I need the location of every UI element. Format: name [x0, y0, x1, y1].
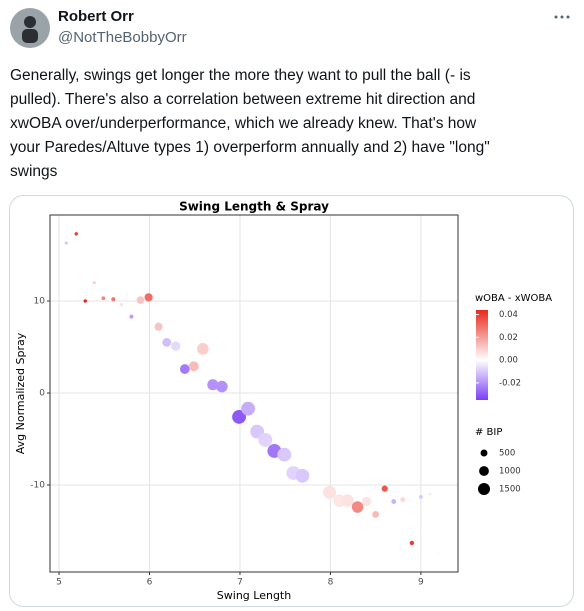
- y-tick-label: 10: [34, 297, 46, 307]
- point: [207, 379, 219, 391]
- text-line: pulled). There's also a correlation betw…: [10, 91, 476, 108]
- point: [111, 297, 116, 302]
- colorbar-label: -0.02: [499, 378, 521, 388]
- point: [361, 496, 372, 507]
- x-axis-label: Swing Length: [217, 589, 291, 602]
- point: [162, 338, 172, 347]
- point: [83, 299, 87, 303]
- point: [129, 314, 134, 319]
- point: [144, 293, 153, 302]
- size-label: 500: [499, 449, 515, 459]
- y-axis-label: Avg Normalized Spray: [14, 332, 27, 454]
- plot-panel: [50, 215, 458, 572]
- text-line: Generally, swings get longer the more th…: [10, 67, 471, 84]
- point: [277, 447, 292, 462]
- avatar[interactable]: [8, 6, 52, 50]
- point: [428, 492, 432, 496]
- chart-media[interactable]: Swing Length & Spray 5 6 7 8 9 -10 0 10 Swing Len…: [9, 195, 574, 608]
- x-tick-label: 6: [147, 578, 153, 588]
- colorbar-label: 0.00: [499, 356, 518, 366]
- x-tick-label: 7: [237, 578, 243, 588]
- point: [188, 361, 199, 372]
- colorbar: [476, 310, 488, 400]
- tweet-text: Generally, swings get longer the more th…: [10, 64, 490, 184]
- point: [372, 510, 380, 518]
- size-key: [479, 466, 489, 476]
- plot-border: [49, 214, 459, 573]
- point: [197, 343, 209, 355]
- size-label: 1000: [499, 467, 521, 477]
- point: [295, 468, 310, 483]
- point: [351, 501, 364, 513]
- point: [154, 322, 163, 331]
- point: [437, 552, 441, 556]
- point: [400, 497, 406, 503]
- chart-title: Swing Length & Spray: [179, 200, 329, 214]
- more-icon[interactable]: [552, 12, 574, 22]
- y-tick-label: 0: [39, 388, 45, 398]
- point: [322, 485, 337, 499]
- x-tick-label: 8: [328, 578, 334, 588]
- y-tick-label: -10: [30, 480, 45, 490]
- colorbar-label: 0.04: [499, 310, 518, 320]
- x-tick-label: 5: [56, 578, 62, 588]
- point: [409, 540, 415, 546]
- point: [119, 302, 124, 307]
- x-tick-label: 9: [418, 578, 424, 588]
- size-legend-title: # BIP: [475, 427, 502, 438]
- point: [381, 485, 388, 492]
- point: [92, 281, 96, 284]
- size-label: 1500: [499, 485, 521, 495]
- point: [64, 241, 68, 245]
- size-key: [480, 449, 488, 457]
- colorbar-label: 0.02: [499, 333, 518, 343]
- point: [171, 341, 181, 351]
- size-key: [478, 483, 490, 495]
- point: [179, 364, 190, 374]
- text-line: your Paredes/Altuve types 1) overperform…: [10, 139, 490, 156]
- point: [241, 401, 256, 416]
- point: [101, 296, 106, 301]
- text-line: swings: [10, 163, 58, 180]
- color-legend-title: wOBA - xWOBA: [475, 293, 552, 304]
- point: [258, 432, 273, 447]
- point: [216, 380, 228, 393]
- author-name[interactable]: Robert Orr: [58, 8, 134, 25]
- point: [341, 494, 354, 507]
- point: [419, 495, 423, 499]
- point: [136, 296, 145, 304]
- point: [74, 232, 78, 236]
- author-handle[interactable]: @NotTheBobbyOrr: [58, 29, 187, 46]
- point: [232, 409, 247, 424]
- point: [391, 499, 397, 504]
- text-line: xwOBA over/underperformance, which we al…: [10, 115, 477, 132]
